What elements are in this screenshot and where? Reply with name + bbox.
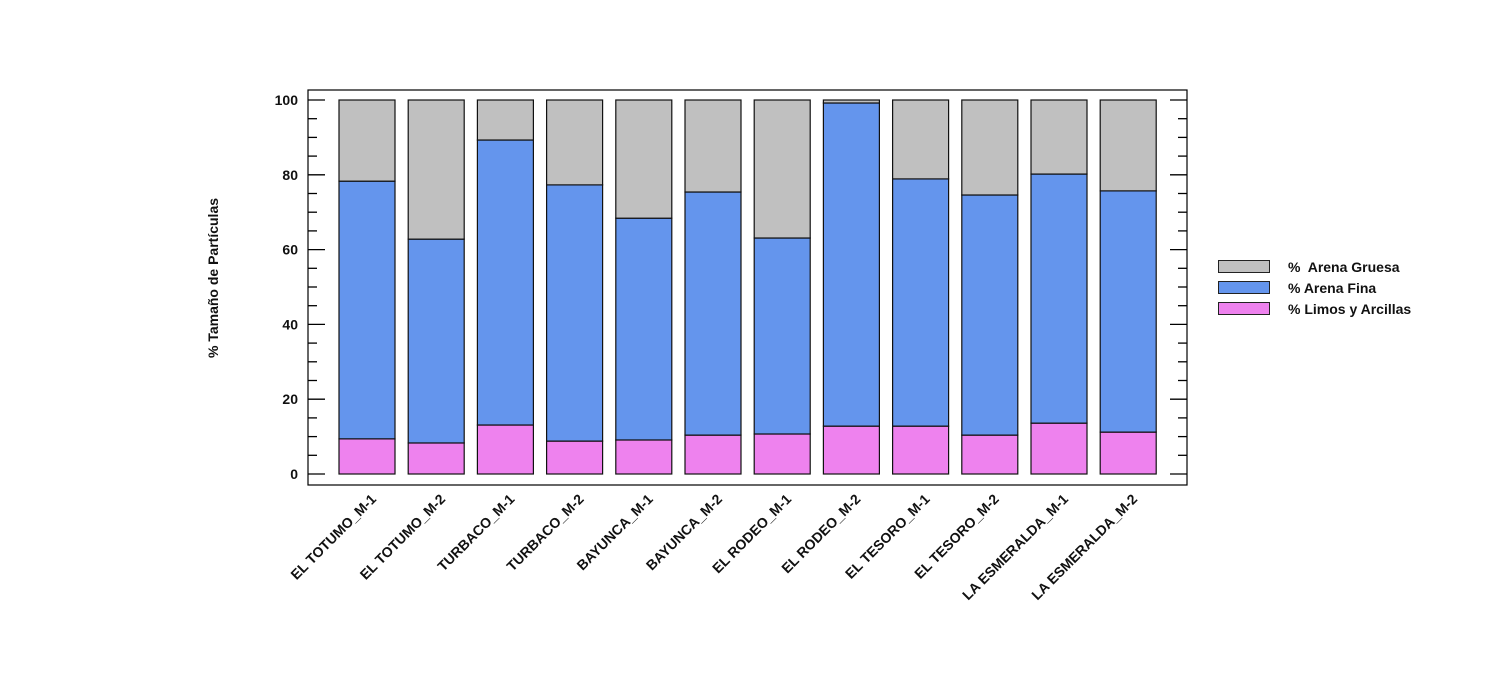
legend-item-limos-arcillas: % Limos y Arcillas: [1218, 298, 1411, 319]
bar-segment: [476, 424, 534, 475]
bar-segment: [1030, 99, 1088, 175]
bar-segment: [684, 99, 742, 193]
legend: % Arena Gruesa % Arena Fina % Limos y Ar…: [1218, 256, 1411, 319]
bar-segment: [338, 99, 396, 182]
legend-item-arena-gruesa: % Arena Gruesa: [1218, 256, 1411, 277]
bar-stack: [545, 99, 604, 475]
bar-segment: [1099, 431, 1157, 475]
bar-stack: [822, 99, 881, 475]
bar-segment: [407, 99, 465, 240]
bar-stack: [407, 99, 465, 475]
bar-segment: [891, 178, 950, 427]
legend-item-arena-fina: % Arena Fina: [1218, 277, 1411, 298]
bar-segment: [615, 217, 673, 441]
bar-segment: [891, 99, 950, 180]
bar-segment: [407, 238, 465, 444]
x-axis-labels: EL TOTUMO_M-1EL TOTUMO_M-2TURBACO_M-1TUR…: [287, 491, 1140, 603]
bar-segment: [1099, 99, 1157, 192]
bar-stack: [1030, 99, 1088, 475]
bar-stack: [891, 99, 950, 475]
bar-segment: [545, 99, 604, 186]
bar-segment: [753, 99, 811, 239]
y-axis-title: % Tamaño de Partículas: [205, 198, 221, 358]
bar-segment: [545, 184, 604, 442]
legend-label: % Arena Gruesa: [1288, 258, 1400, 275]
bar-segment: [338, 180, 396, 440]
bar-segment: [822, 99, 881, 104]
bar-stack: [338, 99, 396, 475]
bar-stack: [753, 99, 811, 475]
bar-segment: [1030, 173, 1088, 424]
legend-label: % Arena Fina: [1288, 279, 1377, 296]
bar-stack: [1099, 99, 1157, 475]
bar-stack: [476, 99, 534, 475]
y-tick-label: 0: [290, 466, 298, 482]
bar-segment: [753, 237, 811, 435]
legend-swatch-arena-gruesa: [1218, 260, 1270, 273]
bar-stack: [615, 99, 673, 475]
bars: [338, 99, 1157, 475]
bar-segment: [476, 99, 534, 141]
bar-segment: [684, 191, 742, 436]
bar-segment: [822, 102, 881, 427]
bar-stack: [961, 99, 1019, 475]
bar-segment: [1099, 190, 1157, 433]
bar-segment: [961, 434, 1019, 475]
bar-segment: [1030, 422, 1088, 475]
bar-segment: [407, 442, 465, 475]
bar-segment: [891, 425, 950, 475]
y-tick-label: 100: [275, 92, 299, 108]
bar-segment: [338, 438, 396, 475]
legend-swatch-limos-arcillas: [1218, 302, 1270, 315]
bar-segment: [684, 434, 742, 475]
bar-segment: [615, 439, 673, 475]
bar-stack: [684, 99, 742, 475]
y-tick-label: 20: [282, 391, 298, 407]
y-tick-label: 40: [282, 316, 298, 332]
legend-label: % Limos y Arcillas: [1288, 300, 1412, 317]
y-tick-label: 80: [282, 167, 298, 183]
y-axis: 0 20 40 60 80 100: [275, 92, 1187, 482]
bar-segment: [753, 433, 811, 475]
bar-segment: [961, 99, 1019, 196]
legend-swatch-arena-fina: [1218, 281, 1270, 294]
y-tick-label: 60: [282, 242, 298, 258]
bar-segment: [615, 99, 673, 219]
bar-segment: [961, 194, 1019, 436]
bar-segment: [476, 139, 534, 426]
bar-segment: [545, 440, 604, 475]
bar-segment: [822, 425, 881, 475]
